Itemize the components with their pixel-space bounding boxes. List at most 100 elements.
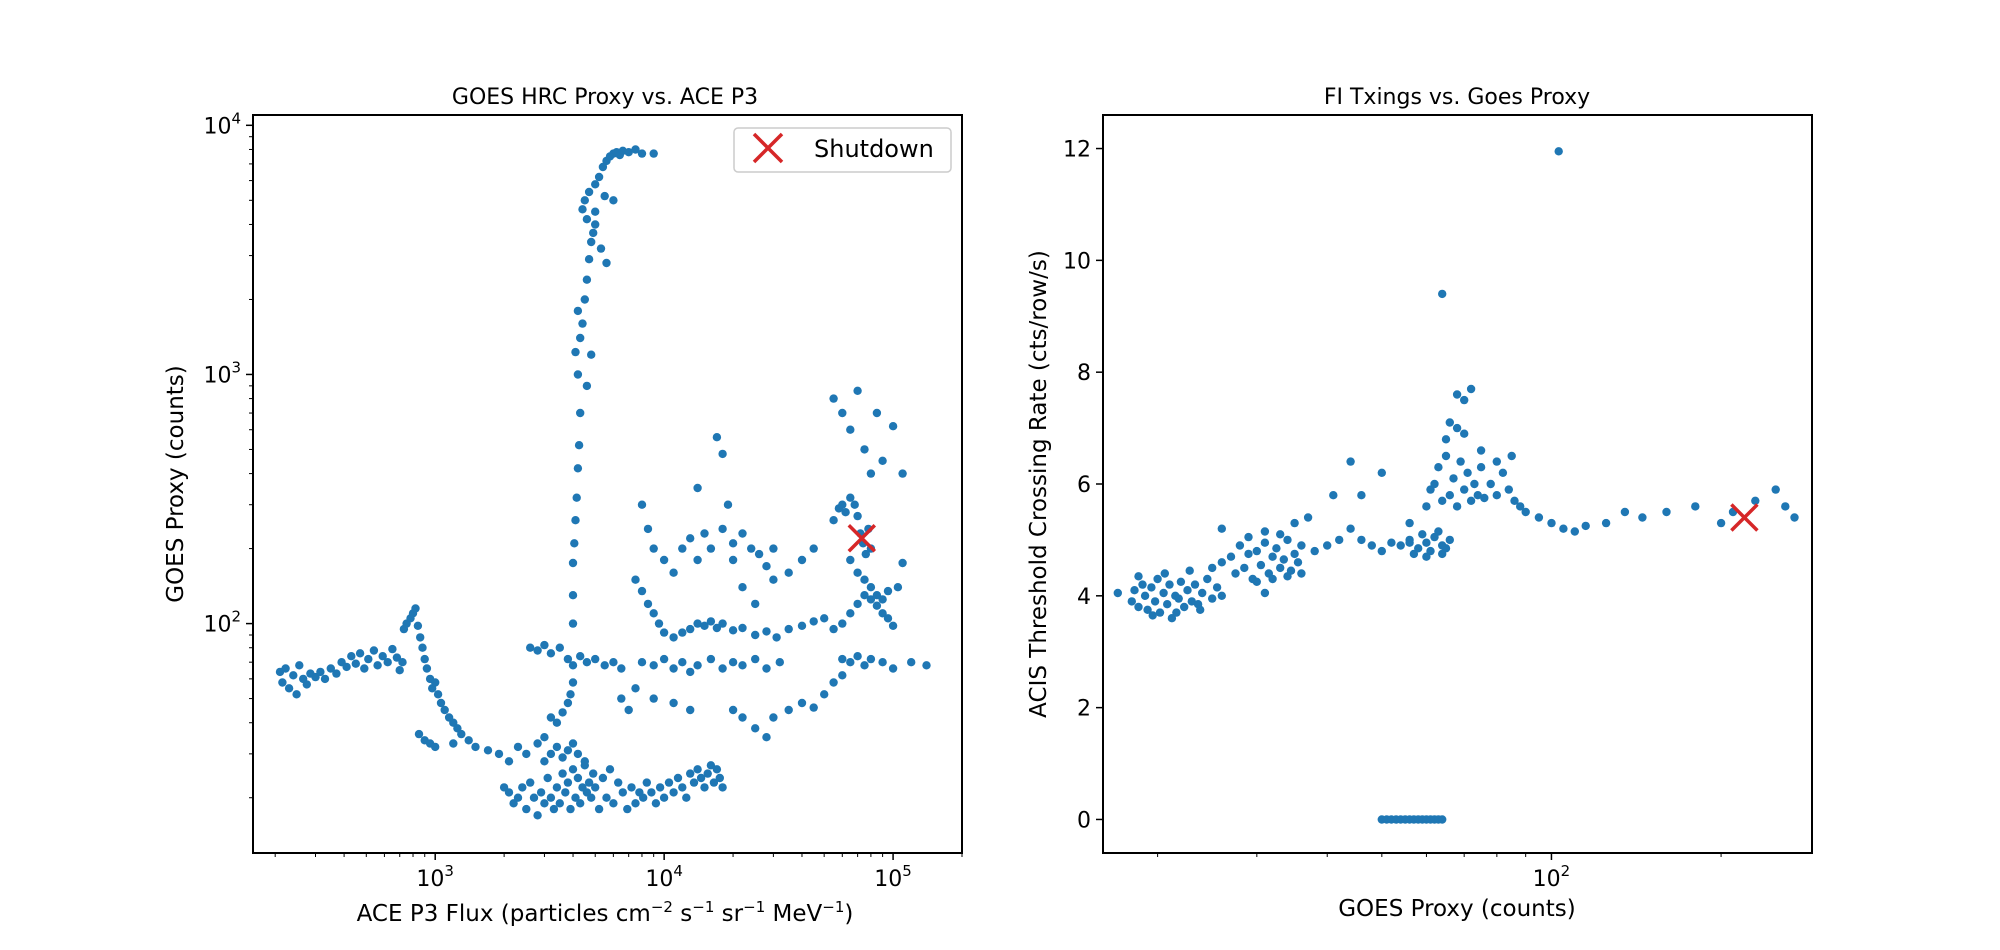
data-point	[1781, 502, 1790, 511]
data-point	[522, 749, 531, 759]
data-point	[669, 788, 678, 797]
data-point	[706, 544, 716, 553]
data-point	[602, 258, 611, 268]
data-point	[762, 562, 771, 571]
data-point	[1217, 558, 1227, 567]
data-point	[558, 753, 567, 762]
data-point	[522, 804, 531, 814]
data-point	[1751, 496, 1760, 505]
right-chart-title: FI Txings vs. Goes Proxy	[1324, 85, 1590, 110]
data-point	[1196, 605, 1205, 614]
data-point	[1140, 591, 1150, 600]
data-point	[1231, 569, 1240, 578]
data-point	[797, 555, 807, 565]
data-point	[846, 493, 855, 502]
data-point	[594, 804, 604, 814]
data-point	[1163, 600, 1172, 609]
data-point	[1293, 558, 1303, 567]
data-point	[738, 583, 747, 592]
data-point	[1691, 502, 1700, 511]
data-point	[320, 674, 330, 684]
data-point	[582, 381, 592, 391]
data-point	[637, 500, 647, 509]
data-point	[649, 661, 658, 670]
data-point	[1438, 549, 1447, 559]
data-point	[1449, 474, 1458, 483]
data-point	[576, 333, 585, 343]
data-point	[440, 705, 449, 715]
data-point	[853, 386, 862, 395]
data-point	[838, 500, 847, 509]
data-point	[533, 811, 542, 820]
x-tick-label: 104	[645, 862, 683, 892]
data-point	[1323, 541, 1332, 550]
data-point	[829, 394, 838, 403]
data-point	[712, 433, 722, 442]
data-point	[598, 773, 608, 783]
data-point	[860, 445, 869, 454]
data-point	[623, 804, 632, 814]
data-point	[669, 664, 678, 673]
data-point	[342, 662, 351, 672]
data-point	[1240, 563, 1249, 573]
x-tick-label: 102	[1533, 862, 1571, 892]
data-point	[1127, 597, 1137, 606]
data-point	[555, 799, 564, 808]
data-point	[718, 664, 727, 673]
data-point	[693, 619, 702, 628]
data-point	[533, 739, 542, 748]
data-point	[686, 705, 695, 715]
data-point	[728, 539, 738, 548]
data-point	[1198, 588, 1207, 598]
data-point	[1268, 574, 1277, 584]
data-point	[540, 757, 549, 766]
data-point	[866, 469, 876, 478]
data-point	[1260, 588, 1270, 598]
data-point	[686, 624, 695, 634]
data-point	[295, 661, 304, 670]
data-point	[888, 621, 898, 630]
data-point	[1638, 513, 1647, 522]
data-point	[649, 609, 658, 618]
data-point	[718, 524, 727, 534]
data-point	[846, 609, 855, 618]
data-point	[1276, 530, 1285, 539]
data-point	[738, 623, 747, 633]
data-point	[718, 619, 727, 628]
data-point	[860, 591, 869, 600]
data-point	[388, 644, 397, 654]
data-point	[1452, 423, 1462, 433]
data-point	[820, 614, 829, 623]
y-tick-label: 2	[1077, 697, 1091, 722]
data-point	[580, 295, 589, 304]
data-point	[540, 640, 549, 650]
data-point	[647, 788, 656, 797]
data-point	[846, 555, 855, 565]
data-point	[570, 539, 579, 548]
data-point	[1492, 457, 1502, 466]
data-point	[578, 319, 587, 328]
data-point	[573, 749, 583, 759]
data-point	[659, 628, 669, 637]
data-point	[1534, 513, 1544, 522]
left-chart-y-ticks: 102 103 104	[203, 109, 253, 799]
data-point	[1297, 541, 1306, 550]
data-point	[649, 694, 658, 703]
data-point	[829, 678, 838, 687]
data-point	[715, 773, 724, 783]
data-point	[669, 633, 678, 642]
data-point	[420, 654, 429, 664]
left-chart-y-axis-label: GOES Proxy (counts)	[163, 365, 189, 603]
data-point	[1452, 502, 1462, 511]
data-point	[1174, 594, 1183, 603]
data-point	[1581, 521, 1590, 531]
data-point	[1367, 541, 1377, 550]
data-point	[1480, 493, 1489, 503]
data-point	[846, 425, 855, 434]
data-point	[718, 449, 727, 459]
data-point	[563, 654, 573, 664]
right-chart-shutdown-marker	[1730, 503, 1759, 532]
data-point	[543, 773, 552, 783]
legend-box	[733, 127, 952, 173]
data-point	[878, 595, 887, 604]
